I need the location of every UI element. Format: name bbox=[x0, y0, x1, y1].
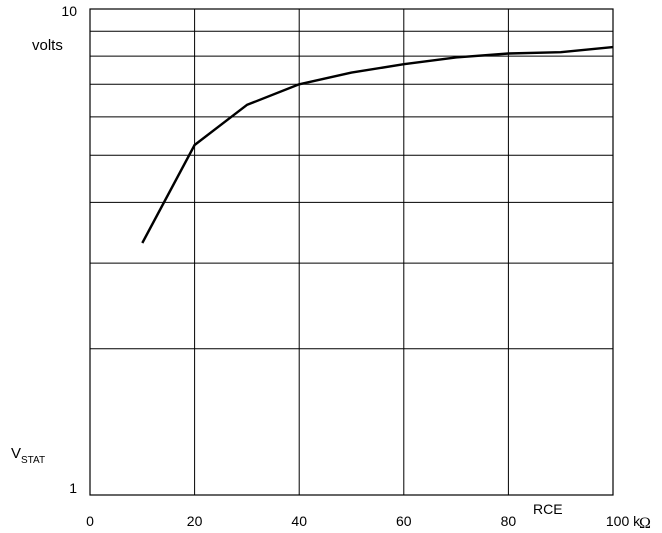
x-unit-label: Ω bbox=[639, 515, 651, 532]
x-axis-label: RCE bbox=[533, 501, 563, 517]
x-tick-label: 0 bbox=[86, 513, 94, 529]
series-line bbox=[141, 45, 614, 244]
x-tick-label: 80 bbox=[501, 513, 517, 529]
y-axis-label: VSTAT bbox=[11, 445, 45, 466]
y-unit-label: volts bbox=[32, 37, 63, 54]
grid bbox=[90, 9, 613, 495]
x-tick-label: 40 bbox=[291, 513, 307, 529]
x-tick-labels: 0 20 40 60 80 100 k bbox=[86, 513, 641, 529]
x-tick-label: 60 bbox=[396, 513, 412, 529]
x-tick-label: 20 bbox=[187, 513, 203, 529]
y-tick-label: 10 bbox=[61, 3, 77, 19]
plot-frame bbox=[89, 8, 614, 496]
y-tick-labels: 1 10 bbox=[61, 3, 77, 496]
y-tick-label: 1 bbox=[69, 480, 77, 496]
x-tick-label: 100 k bbox=[606, 513, 641, 529]
